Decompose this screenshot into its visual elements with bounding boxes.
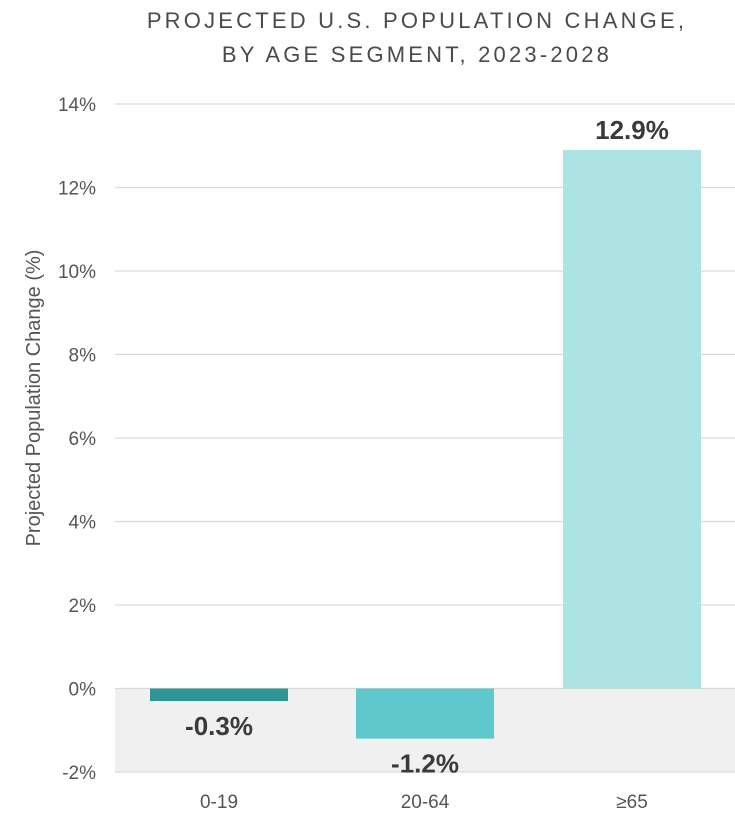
x-category-label: ≥65: [616, 792, 648, 813]
y-tick-label: 10%: [58, 262, 96, 283]
chart-title-line-1: PROJECTED U.S. POPULATION CHANGE,: [147, 8, 687, 33]
y-axis-label: Projected Population Change (%): [23, 250, 45, 547]
data-label: -1.2%: [391, 749, 459, 779]
y-tick-label: 12%: [58, 179, 96, 200]
y-tick-label: 8%: [69, 346, 97, 367]
chart-title: PROJECTED U.S. POPULATION CHANGE, BY AGE…: [147, 8, 687, 67]
plot-area: 14% 12% 10% 8% 6% 4% 2% 0% -2% -0.3% 0-19 -1.2% 20-6…: [58, 95, 735, 813]
bar: [563, 149, 701, 689]
y-tick-label: 2%: [69, 596, 97, 617]
data-label: 12.9%: [595, 115, 669, 145]
y-tick-label: 0%: [69, 680, 97, 701]
chart-title-line-2: BY AGE SEGMENT, 2023-2028: [222, 42, 612, 67]
x-category-label: 20-64: [401, 792, 450, 813]
data-label: -0.3%: [185, 711, 253, 741]
y-tick-label: 4%: [69, 513, 97, 534]
x-category-label: 0-19: [200, 792, 238, 813]
y-tick-label: -2%: [62, 763, 96, 784]
bar: [150, 688, 288, 702]
bar: [356, 688, 494, 739]
y-tick-label: 6%: [69, 429, 97, 450]
y-tick-label: 14%: [58, 95, 96, 116]
